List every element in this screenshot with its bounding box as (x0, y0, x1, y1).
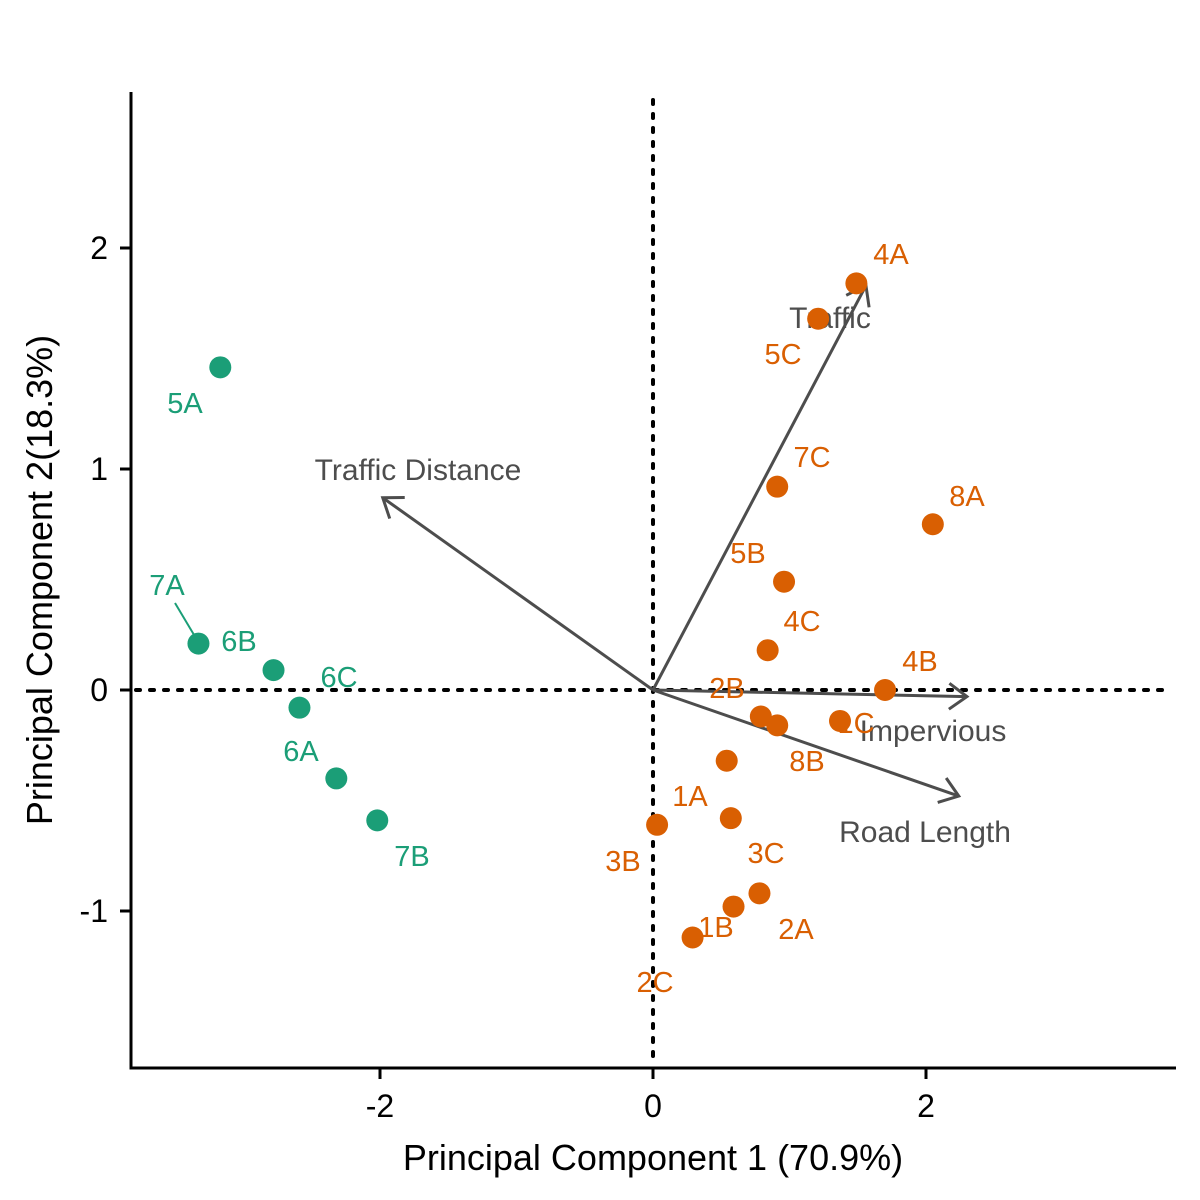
y-tick-label: -1 (80, 893, 108, 929)
vector-label: Traffic (789, 302, 871, 335)
point-3B (646, 813, 669, 836)
point-6A (325, 767, 348, 790)
point-label: 2A (778, 914, 814, 946)
vector-arrowhead (937, 777, 962, 804)
y-tick-label: 1 (90, 451, 108, 487)
point-7B (366, 809, 389, 832)
point-label: 3C (747, 838, 784, 870)
vector-arrowhead (948, 682, 970, 711)
vector-road-length (652, 688, 960, 798)
x-tick-label: -2 (366, 1088, 394, 1124)
point-label: 7A (149, 570, 185, 602)
point-label: 4A (873, 239, 909, 271)
point-5C (807, 307, 830, 330)
point-label: 8A (949, 481, 985, 513)
point-5A (209, 356, 232, 379)
vector-traffic-distance (381, 496, 654, 692)
point-label: 7B (394, 841, 429, 873)
y-axis-title: Principal Component 2(18.3%) (19, 335, 60, 825)
point-label: 1B (698, 912, 733, 944)
point-labels: 5A 7A 6B 6C 6A 7B 4A 5C 7C 8A 5B 4C 4B 2B 8B 1C 1A 3C 3B 2A… (149, 239, 985, 999)
point-label: 7C (793, 442, 830, 474)
point-6C (288, 696, 311, 719)
vector-label: Traffic Distance (315, 454, 522, 487)
x-tick-label: 2 (917, 1088, 935, 1124)
label-leader-line (174, 602, 196, 637)
point-7A (187, 632, 210, 655)
point-3C (719, 807, 742, 830)
point-2C (681, 926, 704, 949)
point-label: 4C (783, 606, 820, 638)
point-8B (766, 714, 789, 737)
point-label: 1C (837, 708, 874, 740)
point-label: 8B (789, 746, 824, 778)
point-2A (748, 882, 771, 905)
vector-label: Impervious (860, 715, 1007, 748)
data-points (187, 272, 944, 949)
point-2B (749, 705, 772, 728)
vector-label: Road Length (839, 816, 1011, 849)
x-axis-title: Principal Component 1 (70.9%) (403, 1137, 903, 1178)
loading-vectors: Traffic Traffic Distance Impervious Road Le… (315, 283, 1011, 849)
point-4B (874, 679, 897, 701)
axes (129, 92, 1176, 1070)
point-7C (766, 475, 789, 498)
point-1A (715, 749, 738, 772)
point-label: 5B (730, 538, 765, 570)
y-tick-label: 2 (90, 230, 108, 266)
point-label: 5C (764, 339, 801, 371)
point-label: 6A (283, 736, 319, 768)
point-label: 3B (605, 846, 640, 878)
vector-impervious (652, 688, 967, 699)
point-label: 6B (221, 626, 256, 658)
point-6B (262, 659, 285, 682)
x-tick-label: 0 (644, 1088, 662, 1124)
axis-ticks: -2 0 2 -1 0 1 2 (80, 230, 935, 1124)
point-label: 2B (709, 673, 744, 705)
point-1C (829, 709, 852, 732)
y-tick-label: 0 (90, 672, 108, 708)
point-label: 5A (167, 388, 203, 420)
point-1B (722, 895, 745, 918)
point-label: 2C (636, 967, 673, 999)
point-label: 1A (672, 781, 708, 813)
point-4A (845, 272, 868, 295)
point-8A (921, 513, 944, 536)
reference-lines (134, 98, 1174, 1068)
point-5B (773, 570, 796, 593)
point-label: 4B (902, 646, 937, 678)
vector-traffic (651, 284, 868, 691)
point-label: 6C (320, 662, 357, 694)
point-4C (756, 639, 779, 662)
vector-arrowhead (380, 496, 405, 520)
